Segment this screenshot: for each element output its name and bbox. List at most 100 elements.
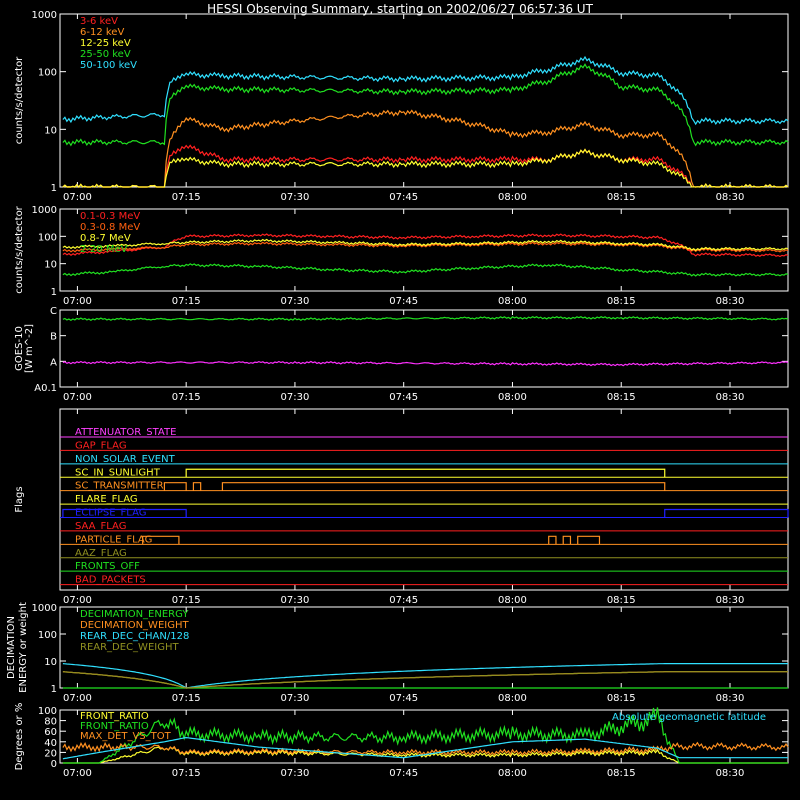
legend-entry: Absolute geomagnetic latitude — [612, 712, 766, 723]
y-tick-label: 1 — [51, 684, 57, 695]
panel-1: 07:00 07:15 07:30 07:45 08:00 08:15 08:30 count… — [14, 10, 789, 203]
flag-label: ECLIPSE_FLAG — [75, 508, 146, 519]
legend-entry: 0.1-0.3 MeV — [80, 211, 140, 222]
legend-entry: 6-12 keV — [80, 27, 124, 38]
y-tick-label: B — [50, 332, 57, 343]
flag-label: SC_TRANSMITTER — [75, 481, 164, 492]
x-tick-label: 08:00 — [498, 296, 527, 307]
flag-label: AAZ_FLAG — [75, 548, 127, 559]
y-axis-label-units: [W m^-2] — [24, 324, 35, 373]
x-tick-label: 08:00 — [498, 392, 527, 403]
panel-3: 07:00 07:15 07:30 07:45 08:00 08:15 08:30 GOES-… — [14, 306, 789, 403]
y-tick-label: 10 — [44, 260, 57, 271]
x-tick-label: 08:00 — [498, 595, 527, 606]
y-axis-label: counts/s/detector — [14, 56, 25, 144]
y-tick-label: 0 — [51, 759, 57, 770]
x-tick-label: 08:30 — [716, 296, 745, 307]
legend-entry: FRONT_RATIO — [80, 711, 149, 722]
y-axis-label: DECIMATION — [6, 616, 17, 679]
legend-entry: 2-20 MeV — [80, 244, 128, 255]
flag-interval — [185, 468, 666, 478]
x-tick-label: 07:15 — [172, 296, 201, 307]
flag-label: ATTENUATOR_STATE — [75, 427, 176, 438]
panel-2: 07:00 07:15 07:30 07:45 08:00 08:15 08:30 count… — [14, 205, 789, 307]
x-tick-label: 07:00 — [63, 595, 92, 606]
series-line — [62, 360, 789, 367]
y-tick-label: 100 — [38, 232, 57, 243]
x-tick-label: 07:15 — [172, 392, 201, 403]
series-line — [62, 144, 789, 188]
flag-interval — [192, 482, 202, 491]
legend-entry: REAR_DEC_CHAN/128 — [80, 631, 189, 642]
figure-title: HESSI Observing Summary, starting on 200… — [207, 2, 593, 16]
y-axis-label: counts/s/detector — [14, 205, 25, 293]
x-tick-label: 08:30 — [716, 392, 745, 403]
flag-interval — [142, 535, 180, 545]
x-tick-label: 08:30 — [716, 768, 745, 779]
series-line — [62, 109, 789, 188]
x-tick-label: 07:30 — [281, 296, 310, 307]
legend-entry: MAX_DET_VS_TOT — [80, 731, 172, 742]
flag-label: SC_IN_SUNLIGHT — [75, 467, 161, 478]
y-tick-label: 40 — [44, 738, 57, 749]
flag-label: NON_SOLAR_EVENT — [75, 454, 176, 465]
series-line — [62, 238, 789, 252]
flag-label: PARTICLE_FLAG — [75, 534, 152, 545]
x-tick-label: 08:15 — [607, 595, 636, 606]
x-tick-label: 07:45 — [389, 392, 418, 403]
y-tick-label: 1 — [51, 287, 57, 298]
y-axis-label: Flags — [14, 486, 25, 512]
y-tick-label: C — [50, 306, 57, 317]
flag-label: SAA_FLAG — [75, 521, 126, 532]
flag-interval — [163, 482, 187, 491]
series-line — [62, 263, 789, 277]
series-line — [62, 736, 788, 760]
y-tick-label: 10 — [44, 657, 57, 668]
legend-entry: 0.8-7 MeV — [80, 233, 131, 244]
x-tick-label: 08:15 — [607, 693, 636, 704]
series-line — [62, 148, 789, 188]
y-tick-label: 100 — [38, 68, 57, 79]
panel-4: 07:00 07:15 07:30 07:45 08:00 08:15 08:30 Flags… — [14, 408, 789, 606]
y-tick-label: A0.1 — [34, 383, 57, 394]
flag-label: FRONTS_OFF — [75, 561, 140, 572]
series-line — [62, 55, 789, 126]
y-tick-label: 60 — [44, 727, 57, 738]
legend-entry: 3-6 keV — [80, 16, 118, 27]
series-line — [62, 241, 789, 253]
x-tick-label: 07:00 — [63, 768, 92, 779]
x-tick-label: 07:15 — [172, 595, 201, 606]
y-tick-label: 100 — [38, 706, 57, 717]
x-tick-label: 08:30 — [716, 192, 745, 203]
x-tick-label: 07:45 — [389, 768, 418, 779]
x-tick-label: 08:15 — [607, 768, 636, 779]
x-tick-label: 07:15 — [172, 693, 201, 704]
flag-label: BAD_PACKETS — [75, 575, 146, 586]
x-tick-label: 07:00 — [63, 693, 92, 704]
x-tick-label: 07:30 — [281, 192, 310, 203]
panel-5: 07:00 07:15 07:30 07:45 08:00 08:15 08:30 DECIM… — [6, 602, 789, 704]
x-tick-label: 07:45 — [389, 296, 418, 307]
series-line — [62, 315, 789, 322]
flag-label: FLARE_FLAG — [75, 494, 138, 505]
x-tick-label: 07:30 — [281, 768, 310, 779]
x-tick-label: 07:45 — [389, 192, 418, 203]
panel-6: 07:00 07:15 07:30 07:45 08:00 08:15 08:30 Degre… — [14, 703, 789, 779]
y-tick-label: 1000 — [32, 205, 57, 216]
legend-entry: DECIMATION_WEIGHT — [80, 620, 189, 631]
panels-group: 07:00 07:15 07:30 07:45 08:00 08:15 08:30 count… — [6, 10, 789, 779]
series-line — [62, 707, 788, 764]
x-tick-label: 07:30 — [281, 392, 310, 403]
panel-frame — [59, 408, 789, 591]
panel-frame — [59, 309, 789, 388]
x-tick-label: 08:15 — [607, 392, 636, 403]
x-tick-label: 07:45 — [389, 693, 418, 704]
flag-interval — [664, 508, 789, 518]
panel-frame — [59, 709, 789, 764]
x-tick-label: 07:30 — [281, 693, 310, 704]
x-tick-label: 08:30 — [716, 693, 745, 704]
series-line — [62, 671, 788, 689]
legend-entry: 50-100 keV — [80, 60, 137, 71]
